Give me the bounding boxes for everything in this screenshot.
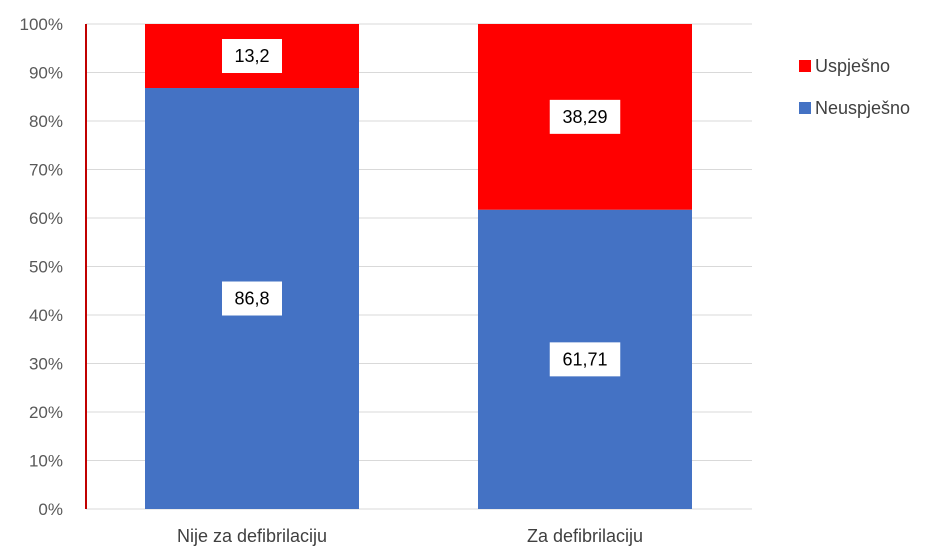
y-tick-label: 30%: [29, 355, 63, 374]
y-axis-tick-labels: 0% 10% 20% 30% 40% 50% 60% 70% 80% 90% 100%: [20, 15, 63, 519]
x-category-label: Nije za defibrilaciju: [177, 526, 327, 546]
data-label-box: [222, 39, 282, 74]
legend-label: Uspješno: [815, 56, 890, 76]
data-label-text: 61,71: [562, 349, 607, 369]
legend-swatch: [799, 102, 811, 114]
y-tick-label: 20%: [29, 403, 63, 422]
x-axis-category-labels: Nije za defibrilaciju Za defibrilaciju: [177, 526, 643, 546]
legend-label: Neuspješno: [815, 98, 910, 118]
data-labels: 86,8 13,2 61,71 38,29: [222, 39, 621, 377]
y-tick-label: 70%: [29, 161, 63, 180]
y-tick-label: 40%: [29, 306, 63, 325]
y-tick-label: 100%: [20, 15, 63, 34]
data-label-text: 38,29: [562, 107, 607, 127]
legend[interactable]: Uspješno Neuspješno: [799, 56, 910, 118]
y-tick-label: 10%: [29, 452, 63, 471]
data-label-text: 13,2: [234, 46, 269, 66]
legend-item-uspješno[interactable]: Uspješno: [799, 56, 890, 76]
data-label: 38,29: [549, 99, 621, 134]
x-category-label: Za defibrilaciju: [527, 526, 643, 546]
data-label-box: [222, 281, 282, 316]
y-tick-label: 80%: [29, 112, 63, 131]
legend-item-neuspješno[interactable]: Neuspješno: [799, 98, 910, 118]
y-tick-label: 0%: [38, 500, 63, 519]
data-label-box: [549, 99, 621, 134]
legend-swatch: [799, 60, 811, 72]
y-tick-label: 90%: [29, 64, 63, 83]
data-label-text: 86,8: [234, 289, 269, 309]
data-label: 13,2: [222, 39, 282, 74]
data-label-box: [549, 342, 621, 377]
data-label: 61,71: [549, 342, 621, 377]
y-tick-label: 60%: [29, 209, 63, 228]
y-tick-label: 50%: [29, 258, 63, 277]
data-label: 86,8: [222, 281, 282, 316]
